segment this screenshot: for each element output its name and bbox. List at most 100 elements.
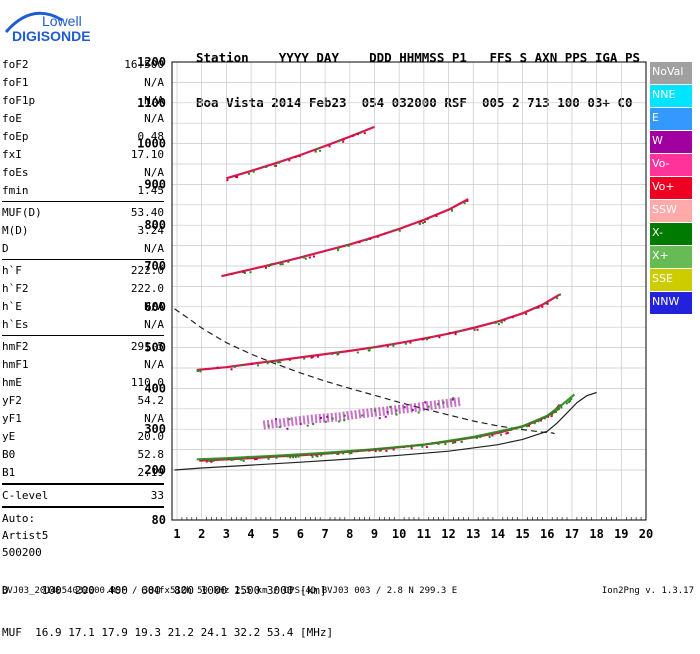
legend-item: NoVal (650, 62, 692, 84)
param-row: hmF2 291.5 (2, 338, 164, 356)
echo-point (235, 175, 238, 178)
echo-point (288, 159, 291, 162)
echo-point (196, 369, 199, 372)
echo-point (535, 306, 538, 309)
param-row: h`F2 222.0 (2, 280, 164, 298)
echo-point (310, 356, 313, 359)
echo-point (317, 355, 320, 358)
autoscaling-info: Auto: Artist5 500200 (2, 510, 164, 561)
echo-point (395, 409, 398, 412)
param-name: fmin (2, 184, 29, 197)
echo-point (421, 443, 424, 446)
profile-solid (174, 391, 597, 471)
header-labels: Station YYYY DAY DDD HHMMSS P1 FFS S AXN… (196, 50, 641, 65)
x-tick-label: 20 (639, 527, 653, 541)
y-tick-label: 800 (144, 218, 166, 232)
param-row: fmin 1.45 (2, 182, 164, 200)
echo-point (462, 437, 465, 440)
echo-point (357, 133, 360, 136)
echo-point (515, 427, 518, 430)
echo-point (310, 454, 313, 457)
echo-point (238, 457, 241, 460)
muf-table: D 100 200 400 600 800 1000 1500 3000 [km… (2, 556, 333, 654)
param-value: 52.8 (137, 448, 165, 461)
auto-line: 500200 (2, 546, 42, 559)
echo-point (352, 134, 355, 137)
echo-point (242, 271, 245, 274)
trace (196, 393, 576, 462)
param-name: B0 (2, 448, 16, 461)
param-row: B1 2.19 (2, 464, 164, 482)
echo-point (556, 408, 559, 411)
param-row: foEp 0.48 (2, 128, 164, 146)
echo-point (525, 312, 528, 315)
echo-point (499, 433, 502, 436)
x-tick-label: 15 (515, 527, 529, 541)
echo-point (436, 403, 439, 406)
trace-line (196, 393, 576, 461)
legend-item: W (650, 131, 692, 153)
echo-point (326, 452, 329, 455)
param-row: h`E N/A (2, 298, 164, 316)
echo-point (297, 455, 300, 458)
echo-point (331, 352, 334, 355)
echo-point (273, 164, 276, 167)
echo-point (448, 332, 451, 335)
echo-point (286, 427, 289, 430)
param-name: B1 (2, 466, 16, 479)
echo-point (313, 255, 316, 258)
echo-point (337, 352, 340, 355)
echo-point (500, 320, 503, 323)
echo-point (458, 330, 461, 333)
echo-point (479, 435, 482, 438)
param-name: hmE (2, 376, 22, 389)
param-value: N/A (144, 166, 164, 179)
echo-point (199, 370, 202, 373)
echo-point (451, 398, 454, 401)
echo-point (304, 257, 307, 260)
echo-point (392, 344, 395, 347)
param-name: h`E (2, 300, 22, 313)
auto-line: Artist5 (2, 529, 49, 542)
echo-point (240, 363, 243, 366)
param-name: fxI (2, 148, 22, 161)
param-row: foF2 16.500 (2, 56, 164, 74)
digisonde-logo: Lowell DIGISONDE (2, 6, 172, 50)
echo-point (386, 345, 389, 348)
y-tick-label: 500 (144, 341, 166, 355)
echo-point (331, 451, 334, 454)
echo-point (428, 336, 431, 339)
echo-point (488, 435, 491, 438)
echo-point (454, 441, 457, 444)
echo-point (240, 458, 243, 461)
echo-point (438, 336, 441, 339)
echo-point (255, 458, 258, 461)
plot-frame (171, 61, 647, 521)
param-row-clevel: C-level 33 (2, 489, 164, 502)
echo-point (312, 423, 315, 426)
echo-point (554, 410, 557, 413)
param-name: yF1 (2, 412, 22, 425)
param-name: hmF1 (2, 358, 29, 371)
echo-point (337, 247, 340, 250)
param-value: 222.0 (130, 264, 164, 277)
echo-point (491, 434, 494, 437)
param-value: N/A (144, 318, 164, 331)
y-tick-label: 900 (144, 177, 166, 191)
echo-point (452, 397, 455, 400)
echo-point (423, 337, 426, 340)
echo-point (565, 402, 568, 405)
echo-point (336, 351, 339, 354)
echo-point (343, 419, 346, 422)
y-tick-label: 300 (144, 422, 166, 436)
echo-point (543, 417, 546, 420)
x-tick-label: 13 (466, 527, 480, 541)
echo-point (337, 140, 340, 143)
echo-point (509, 428, 512, 431)
legend-item: NNE (650, 85, 692, 107)
param-row: D N/A (2, 240, 164, 258)
echo-point (431, 442, 434, 445)
echo-point (247, 172, 250, 175)
param-name: foF1p (2, 94, 36, 107)
echo-point (319, 149, 322, 152)
